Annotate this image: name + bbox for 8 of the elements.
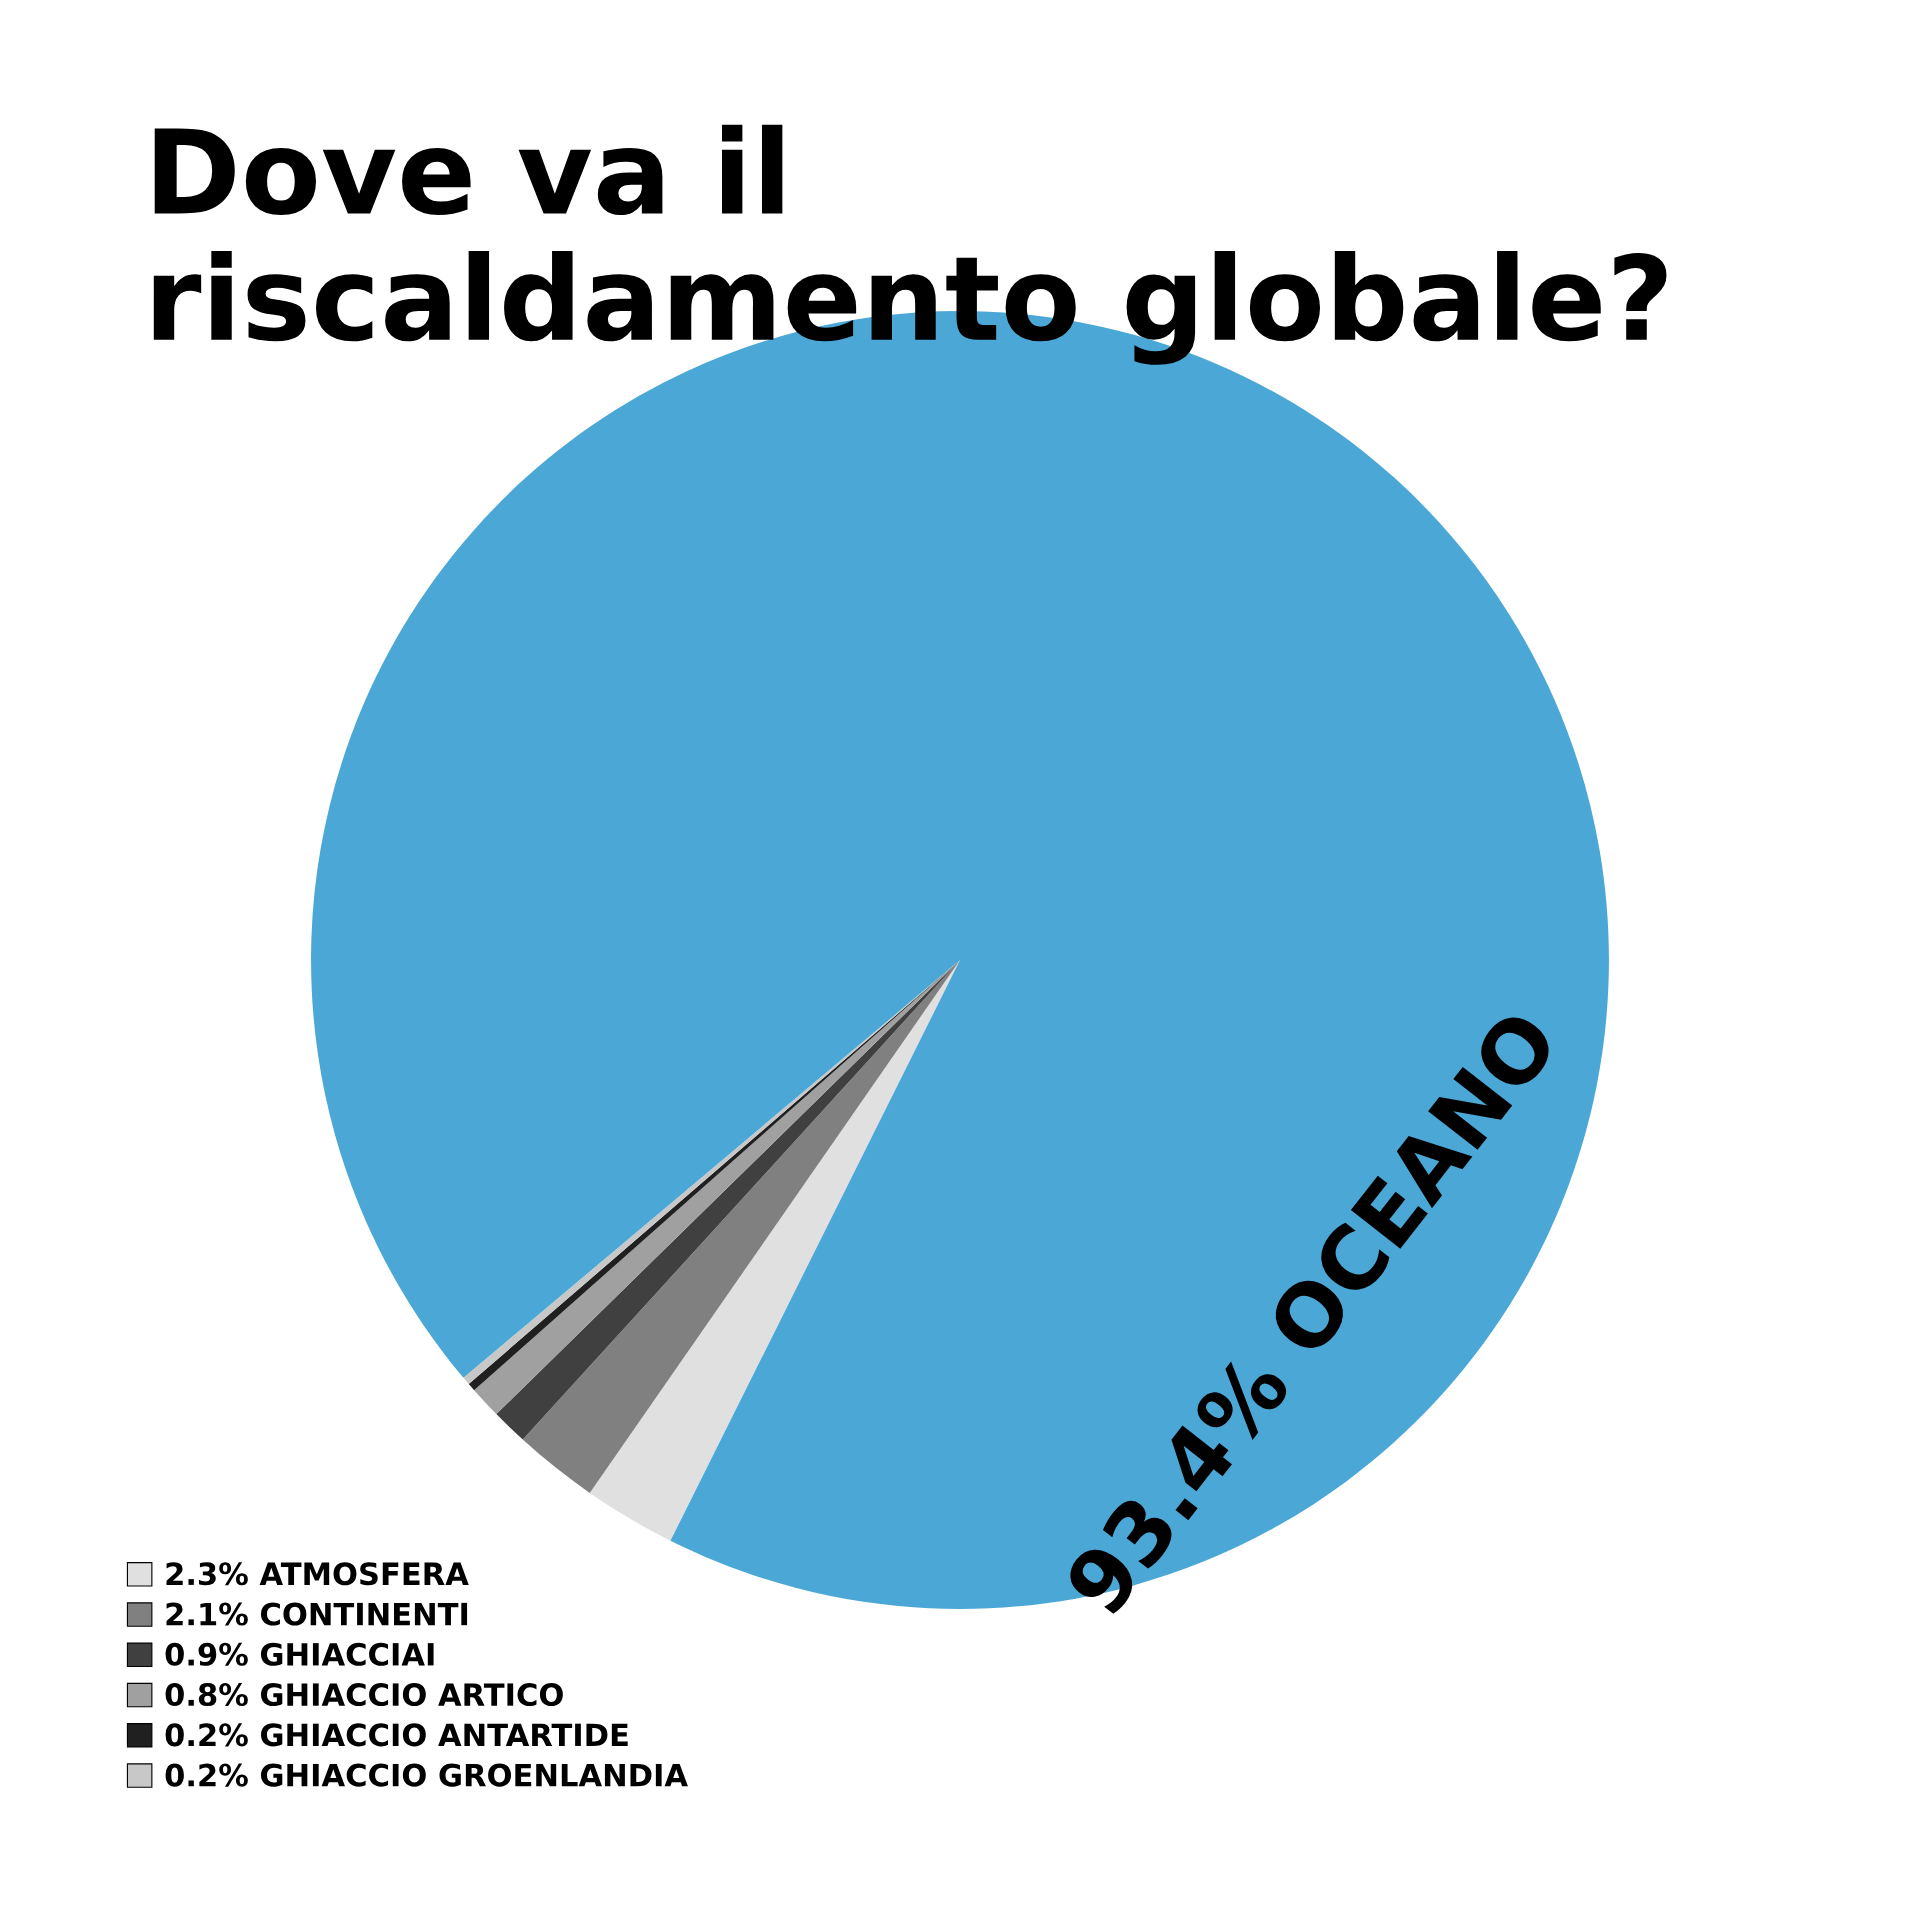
chart-title: Dove va il riscaldamento globale? <box>153 124 1667 365</box>
legend-label: 0.2% GHIACCIO ANTARTIDE <box>165 1723 628 1747</box>
legend-label: 2.1% CONTINENTI <box>166 1602 468 1626</box>
legend-label: 0.9% GHIACCIAI <box>165 1642 434 1666</box>
legend-label: 0.8% GHIACCIO ARTICO <box>165 1683 563 1707</box>
pie-slice <box>589 960 960 1541</box>
legend-label: 2.3% ATMOSFERA <box>166 1562 469 1586</box>
legend-label: 0.2% GHIACCIO GROENLANDIA <box>165 1763 688 1787</box>
